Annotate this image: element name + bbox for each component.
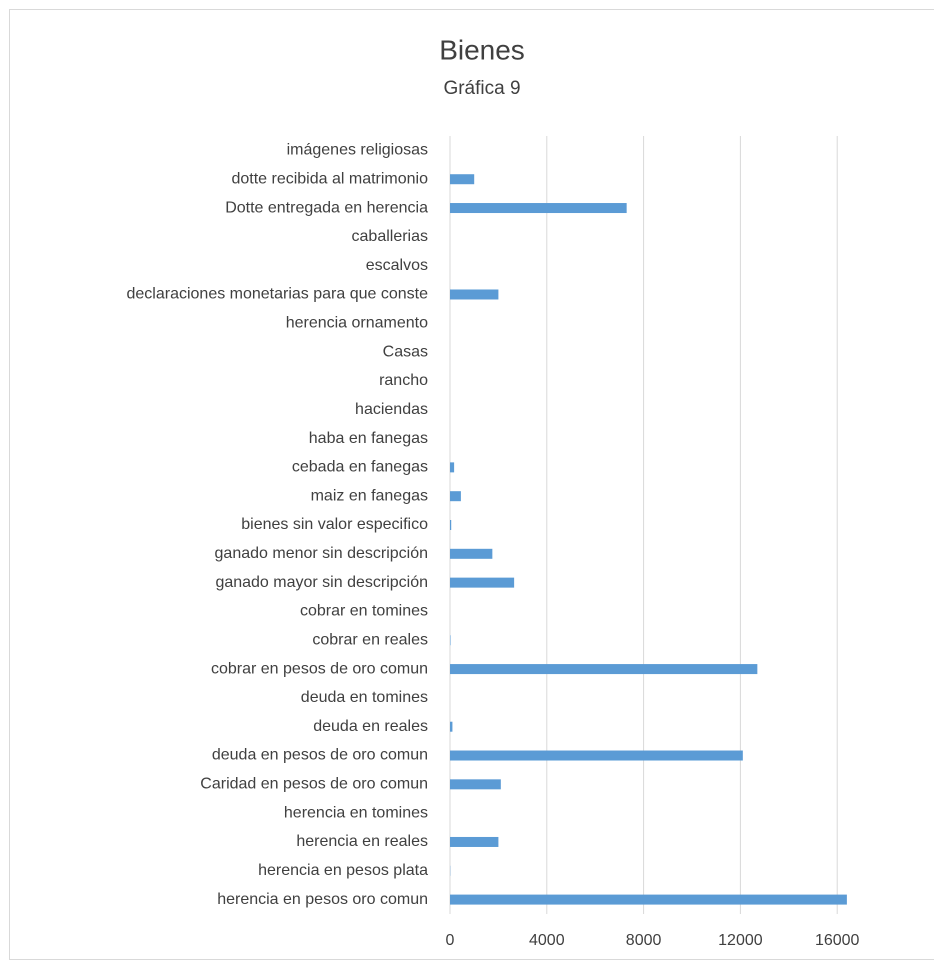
y-tick-label: imágenes religiosas (287, 142, 428, 159)
chart-border (9, 9, 934, 960)
bar (450, 779, 501, 790)
bar (450, 664, 758, 675)
bar (450, 721, 453, 732)
bar (450, 520, 452, 530)
y-tick-label: haciendas (355, 401, 428, 418)
bar (450, 577, 515, 588)
bar (450, 750, 743, 761)
bar (450, 548, 493, 559)
y-tick-label: cebada en fanegas (292, 459, 428, 476)
x-tick-label: 8000 (626, 932, 662, 949)
x-tick-label: 16000 (815, 932, 860, 949)
bar (450, 491, 461, 502)
y-tick-label: declaraciones monetarias para que conste (126, 286, 428, 303)
y-tick-label: herencia en tomines (284, 804, 428, 821)
y-tick-label: deuda en tomines (301, 689, 428, 706)
y-tick-label: ganado menor sin descripción (215, 545, 428, 562)
y-tick-label: bienes sin valor especifico (241, 516, 428, 533)
x-tick-label: 12000 (718, 932, 763, 949)
y-tick-label: cobrar en reales (312, 631, 428, 648)
chart-subtitle: Gráfica 9 (443, 78, 520, 99)
x-tick-label: 0 (446, 932, 455, 949)
y-tick-label: deuda en pesos de oro comun (212, 747, 428, 764)
y-tick-label: dotte recibida al matrimonio (231, 170, 428, 187)
y-tick-label: herencia ornamento (286, 315, 428, 332)
y-tick-label: haba en fanegas (309, 430, 428, 447)
chart-title: Bienes (439, 34, 525, 65)
bar (450, 894, 847, 905)
y-tick-label: ganado mayor sin descripción (215, 574, 428, 591)
y-tick-label: cobrar en pesos de oro comun (211, 660, 428, 677)
y-tick-label: Caridad en pesos de oro comun (200, 776, 428, 793)
bar (450, 203, 627, 214)
y-tick-label: deuda en reales (313, 718, 428, 735)
bar (450, 289, 499, 300)
y-tick-label: cobrar en tomines (300, 603, 428, 620)
y-tick-label: herencia en pesos plata (258, 862, 428, 879)
bar (450, 462, 455, 473)
y-tick-label: Casas (383, 343, 428, 360)
y-tick-label: caballerias (352, 228, 428, 245)
x-tick-label: 4000 (529, 932, 565, 949)
y-tick-label: maiz en fanegas (311, 487, 428, 504)
y-tick-label: herencia en pesos oro comun (217, 891, 428, 908)
y-tick-label: rancho (379, 372, 428, 389)
y-tick-label: herencia en reales (296, 833, 428, 850)
y-tick-label: Dotte entregada en herencia (225, 199, 428, 216)
y-tick-label: escalvos (366, 257, 428, 274)
bar (450, 174, 475, 185)
bar (450, 836, 499, 847)
